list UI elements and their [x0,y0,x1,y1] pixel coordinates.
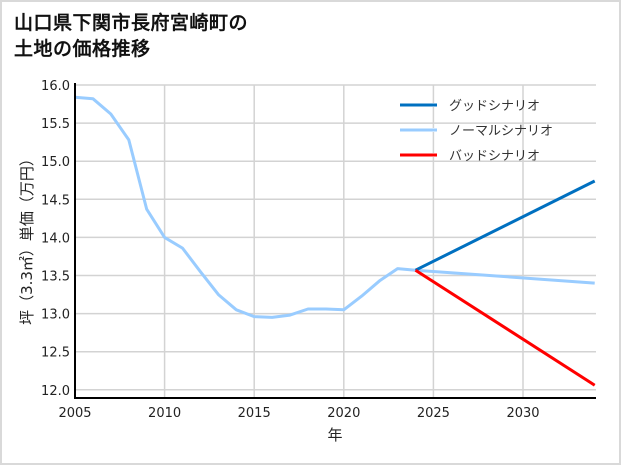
x-tick-label: 2020 [327,406,360,421]
legend-label: バッドシナリオ [449,149,540,164]
y-tick-label: 12.0 [41,384,70,399]
x-tick-label: 2015 [238,406,271,421]
series-line [414,268,596,387]
y-tick-label: 14.5 [41,193,70,208]
y-tick-label: 13.0 [41,308,70,323]
x-tick-label: 2010 [148,406,181,421]
x-tick-label: 2025 [417,406,450,421]
x-axis-label: 年 [327,426,342,444]
y-tick-labels: 12.0 12.5 13.0 13.5 14.0 14.5 15.0 15.5 16.0 [41,79,70,399]
y-tick-label: 15.0 [41,155,70,170]
x-tick-label: 2005 [58,406,91,421]
series-line [74,95,595,319]
x-tick-labels: 2005 2010 2015 2020 2025 2030 [58,406,539,421]
axes [74,83,596,399]
series-lines [74,95,596,387]
y-axis-label: 坪（3.3㎡）単価（万円） [18,151,36,325]
y-tick-label: 12.5 [41,346,70,361]
legend-label: グッドシナリオ [449,99,540,114]
y-tick-label: 16.0 [41,79,70,94]
chart-title: 山口県下関市長府宮崎町の 土地の価格推移 [14,12,249,60]
series-line [414,179,596,272]
y-tick-label: 15.5 [41,117,70,132]
y-tick-label: 14.0 [41,231,70,246]
y-tick-label: 13.5 [41,270,70,285]
x-tick-label: 2030 [506,406,539,421]
legend-label: ノーマルシナリオ [449,124,553,139]
